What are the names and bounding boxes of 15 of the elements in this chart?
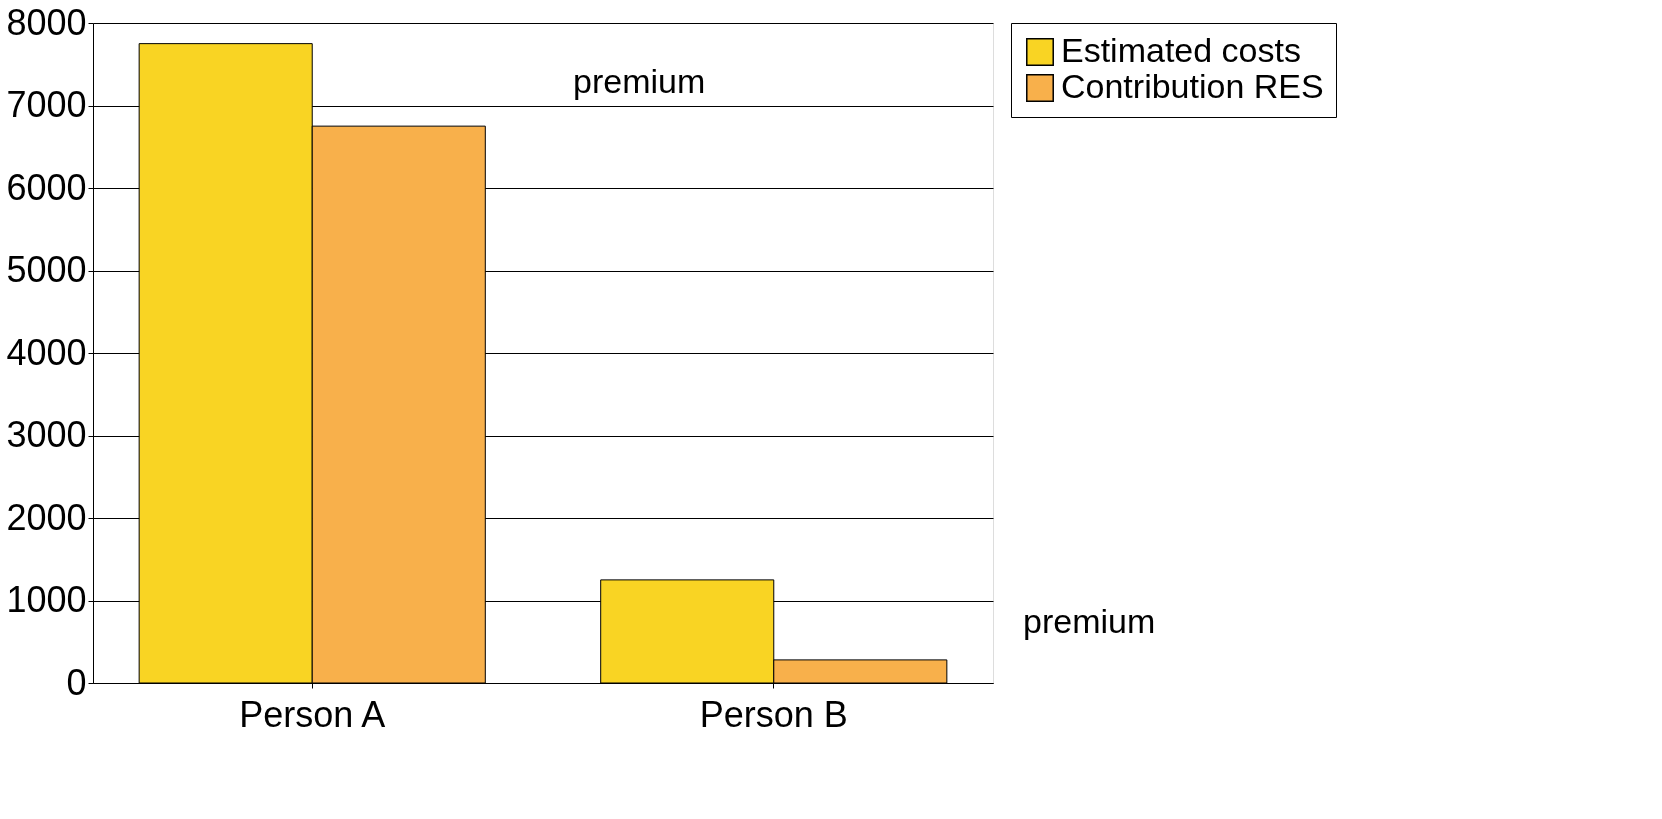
- text: premium: [1023, 602, 1156, 640]
- x-tick-label: Person B: [699, 693, 848, 735]
- y-tick-label: 5000: [6, 249, 87, 290]
- legend-label: Estimated costs: [1061, 31, 1301, 69]
- legend-label: Contribution RES: [1061, 67, 1324, 105]
- y-tick-label: 7000: [6, 84, 87, 125]
- y-tick-label: 2000: [6, 496, 87, 538]
- y-tick-label: 0: [66, 661, 87, 703]
- y-tick-label: 1000: [6, 579, 87, 620]
- y-tick-label: 3000: [6, 414, 87, 455]
- y-tick-label: 4000: [6, 331, 87, 373]
- annotation: premium: [573, 62, 706, 100]
- y-tick-label: 6000: [6, 166, 87, 208]
- y-tick-label: 8000: [6, 1, 87, 43]
- x-tick-label: Person A: [239, 693, 386, 735]
